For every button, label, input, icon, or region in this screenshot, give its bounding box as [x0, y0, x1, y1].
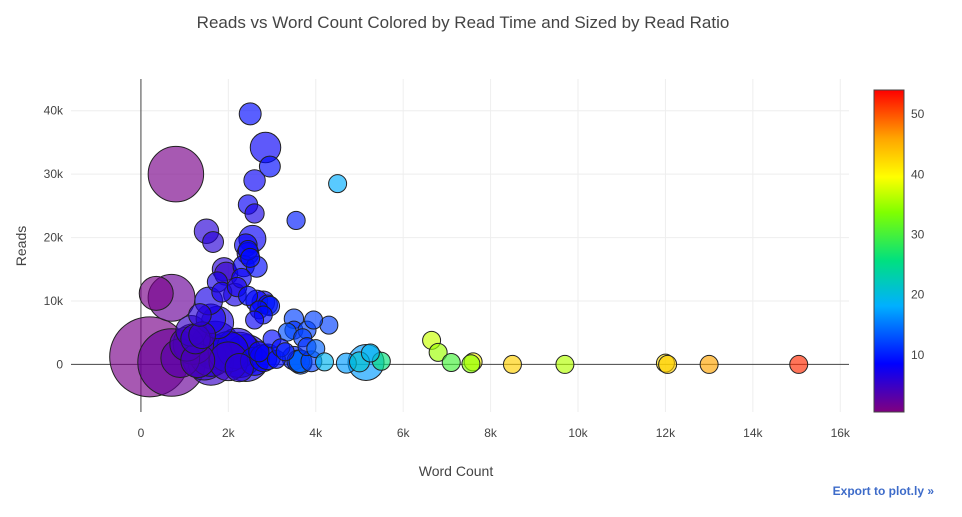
data-point	[428, 342, 448, 362]
colorbar-tick-label: 30	[911, 227, 925, 241]
y-tick-label: 10k	[44, 294, 64, 308]
colorbar-tick-label: 10	[911, 348, 925, 362]
data-point	[441, 353, 461, 373]
colorbar-tick-label: 20	[911, 288, 925, 302]
y-axis-title: Reads	[13, 226, 29, 266]
x-tick-label: 12k	[656, 426, 676, 440]
x-axis-title: Word Count	[419, 463, 494, 479]
data-point	[315, 352, 335, 372]
data-point	[147, 145, 205, 203]
y-tick-label: 0	[56, 357, 63, 371]
data-point	[275, 342, 295, 362]
data-point	[502, 354, 522, 374]
data-point	[789, 354, 809, 374]
data-point	[224, 352, 254, 383]
colorbar-tick-label: 50	[911, 107, 925, 121]
data-point	[245, 310, 265, 330]
x-tick-label: 10k	[568, 426, 588, 440]
x-tick-label: 6k	[397, 426, 411, 440]
colorbar-ticks: 10 20 30 40 50	[911, 107, 925, 362]
data-point	[243, 169, 266, 192]
x-tick-label: 16k	[831, 426, 851, 440]
data-point	[461, 354, 481, 374]
x-tick-label: 4k	[309, 426, 323, 440]
data-point	[138, 275, 174, 311]
y-tick-label: 40k	[44, 104, 64, 118]
y-tick-labels: 0 10k 20k 30k 40k	[44, 104, 64, 372]
data-point	[248, 341, 270, 363]
colorbar	[873, 89, 905, 413]
data-point	[360, 343, 380, 363]
y-tick-label: 30k	[44, 167, 64, 181]
data-point	[555, 354, 575, 374]
data-point	[238, 102, 262, 126]
data-point	[238, 285, 259, 306]
data-point	[304, 310, 324, 330]
y-tick-label: 20k	[44, 231, 64, 245]
data-point	[699, 354, 719, 374]
x-tick-label: 8k	[484, 426, 498, 440]
chart-title: Reads vs Word Count Colored by Read Time…	[197, 13, 730, 32]
x-tick-label: 0	[138, 426, 145, 440]
colorbar-tick-label: 40	[911, 167, 925, 181]
data-points	[109, 102, 809, 398]
data-point	[328, 174, 348, 194]
x-tick-labels: 0 2k 4k 6k 8k 10k 12k 14k 16k	[138, 426, 851, 440]
data-point	[258, 155, 281, 178]
x-tick-label: 14k	[743, 426, 763, 440]
data-point	[306, 339, 326, 359]
data-point	[188, 303, 212, 327]
x-tick-label: 2k	[222, 426, 236, 440]
data-point	[240, 247, 261, 268]
data-point	[658, 354, 678, 374]
data-point	[286, 210, 306, 231]
data-point	[202, 231, 224, 253]
export-to-plotly-link[interactable]: Export to plot.ly »	[832, 484, 934, 498]
data-point	[244, 203, 265, 224]
